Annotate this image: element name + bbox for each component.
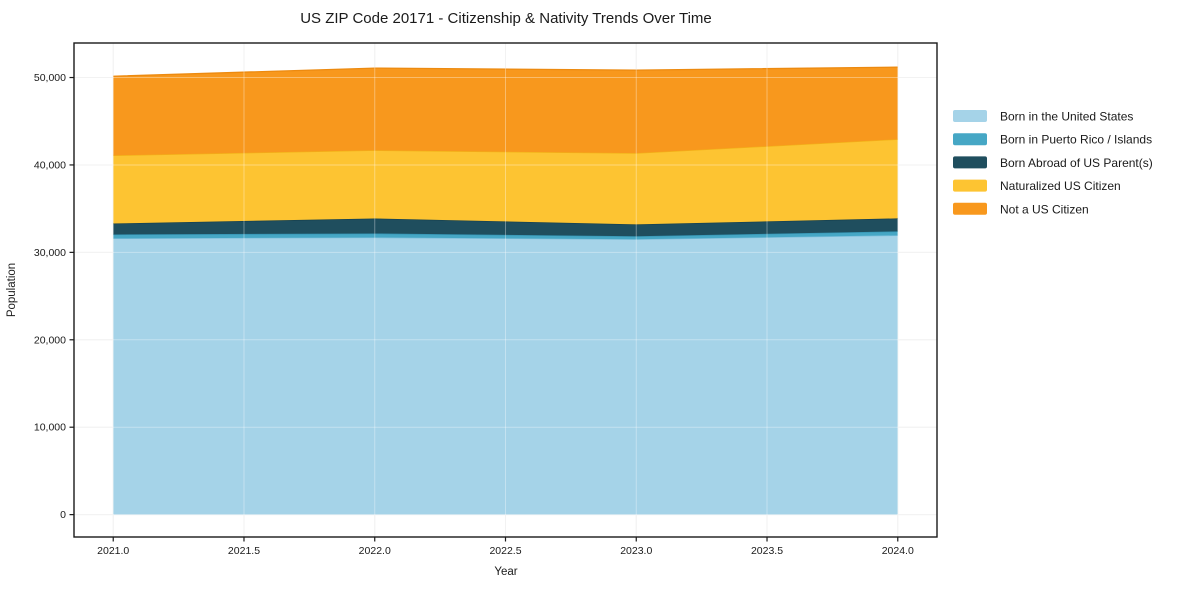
y-tick-label: 30,000 xyxy=(34,247,66,259)
legend: Born in the United States Born in Puerto … xyxy=(953,110,1153,216)
x-tick-label: 2022.5 xyxy=(489,545,521,557)
y-tick-label: 40,000 xyxy=(34,159,66,171)
area-series-group xyxy=(113,66,898,515)
y-tick-label: 50,000 xyxy=(34,72,66,84)
x-tick-label: 2024.0 xyxy=(882,545,914,557)
x-axis-label: Year xyxy=(494,566,517,578)
legend-swatch-born-in-the-united-states xyxy=(953,110,987,122)
area-naturalized-us-citizen xyxy=(113,139,898,225)
area-born-abroad-of-us-parent-s xyxy=(113,218,898,237)
legend-swatch-not-a-us-citizen xyxy=(953,202,987,215)
y-tick-label: 10,000 xyxy=(34,422,66,434)
x-tick-label: 2022.0 xyxy=(359,545,391,557)
area-edge-not-a-us-citizen xyxy=(113,66,898,77)
legend-label-not-a-us-citizen: Not a US Citizen xyxy=(1000,202,1089,216)
gridlines-over xyxy=(74,43,937,537)
area-not-a-us-citizen xyxy=(113,67,898,156)
legend-label-naturalized-us-citizen: Naturalized US Citizen xyxy=(1000,179,1121,193)
x-tick-label: 2023.0 xyxy=(620,545,652,557)
legend-swatch-naturalized-us-citizen xyxy=(953,179,987,192)
axis-tick-labels: 0 10,000 20,000 30,000 40,000 50,000 2021.0 202… xyxy=(34,72,914,557)
y-tick-label: 0 xyxy=(60,509,66,521)
legend-swatch-born-in-puerto-rico-islands xyxy=(953,133,987,146)
x-tick-label: 2021.5 xyxy=(228,545,260,557)
y-axis-label: Population xyxy=(6,263,18,317)
legend-swatch-born-abroad-of-us-parent-s xyxy=(953,156,987,169)
area-born-in-the-united-states xyxy=(113,235,898,515)
x-tick-label: 2021.0 xyxy=(97,545,129,557)
legend-label-born-abroad-of-us-parent-s: Born Abroad of US Parent(s) xyxy=(1000,156,1153,170)
y-tick-label: 20,000 xyxy=(34,334,66,346)
legend-label-born-in-puerto-rico-islands: Born in Puerto Rico / Islands xyxy=(1000,133,1152,147)
chart-title: US ZIP Code 20171 - Citizenship & Nativi… xyxy=(300,10,712,27)
legend-label-born-in-the-united-states: Born in the United States xyxy=(1000,110,1133,124)
axis-ticks xyxy=(69,76,899,542)
x-tick-label: 2023.5 xyxy=(751,545,783,557)
